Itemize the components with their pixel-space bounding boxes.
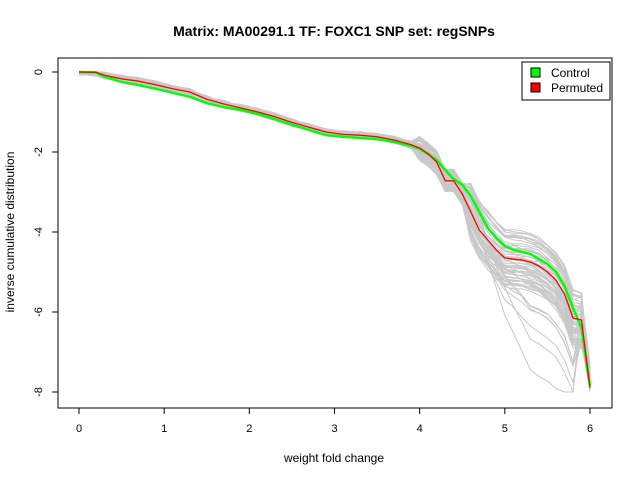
permutation-line xyxy=(78,71,591,381)
permutation-line xyxy=(79,72,591,368)
permutation-line xyxy=(78,73,591,374)
permutation-line xyxy=(79,71,591,389)
permutation-line xyxy=(79,71,591,375)
legend-label-control: Control xyxy=(551,66,590,80)
x-tick-label: 0 xyxy=(76,423,82,435)
y-axis: 0 -2 -4 -6 -8 xyxy=(33,69,59,397)
permutation-line xyxy=(79,71,591,391)
x-axis: 0 1 2 3 4 5 6 xyxy=(76,407,593,435)
permutation-line xyxy=(78,71,591,390)
permutation-line xyxy=(79,71,591,371)
permutation-line xyxy=(78,72,591,385)
permutation-line xyxy=(78,71,591,391)
y-tick-label: -2 xyxy=(33,147,45,157)
permutation-line xyxy=(78,72,591,390)
permutation-line xyxy=(78,71,591,370)
x-axis-label: weight fold change xyxy=(283,451,384,465)
x-tick-label: 1 xyxy=(161,423,167,435)
x-tick-label: 2 xyxy=(246,423,252,435)
permutation-line xyxy=(79,71,591,376)
permutation-line xyxy=(78,73,591,373)
permutation-line xyxy=(79,71,591,365)
permutation-line xyxy=(79,71,591,391)
permutation-line xyxy=(78,73,591,387)
x-tick-label: 4 xyxy=(417,423,423,435)
permutation-line xyxy=(79,71,591,367)
permutation-line xyxy=(78,71,591,368)
permutation-line xyxy=(79,71,591,367)
permutation-line xyxy=(78,72,591,371)
permutation-line xyxy=(79,71,591,376)
chart-title: Matrix: MA00291.1 TF: FOXC1 SNP set: reg… xyxy=(173,23,495,39)
legend-label-permuted: Permuted xyxy=(551,81,603,95)
permutation-line xyxy=(78,71,591,372)
permutation-line xyxy=(78,71,591,372)
permutation-line xyxy=(78,73,591,383)
legend: Control Permuted xyxy=(521,61,611,101)
x-tick-label: 5 xyxy=(502,423,508,435)
x-tick-label: 6 xyxy=(587,423,593,435)
legend-swatch-permuted xyxy=(530,82,541,93)
permutation-line xyxy=(78,73,591,386)
permutation-line xyxy=(78,72,591,365)
series-line-control xyxy=(78,70,592,387)
permutation-line xyxy=(79,71,591,370)
permutation-line xyxy=(78,72,591,368)
permutation-line xyxy=(78,72,591,376)
permutation-line xyxy=(79,71,591,369)
permutation-line xyxy=(78,71,591,376)
series-lines xyxy=(78,70,592,389)
y-axis-label: inverse cumulative distribution xyxy=(3,152,17,313)
permutation-line xyxy=(79,71,591,375)
permutation-line xyxy=(78,71,591,375)
y-tick-label: -4 xyxy=(33,227,45,237)
permutation-line xyxy=(78,73,591,391)
y-tick-label: -8 xyxy=(33,387,45,397)
permutation-line xyxy=(78,72,591,390)
permutation-line xyxy=(79,71,591,386)
permutation-line xyxy=(79,71,591,389)
permutation-line xyxy=(79,71,591,383)
permutation-line xyxy=(78,73,591,384)
permutation-line xyxy=(78,72,591,368)
series-line-permuted xyxy=(78,71,591,389)
permutation-line xyxy=(78,71,591,391)
y-tick-label: 0 xyxy=(33,69,45,75)
y-tick-label: -6 xyxy=(33,307,45,317)
simulation-lines xyxy=(78,71,591,393)
permutation-line xyxy=(78,72,591,375)
permutation-line xyxy=(79,71,591,383)
x-tick-label: 3 xyxy=(331,423,337,435)
legend-swatch-control xyxy=(530,67,541,78)
